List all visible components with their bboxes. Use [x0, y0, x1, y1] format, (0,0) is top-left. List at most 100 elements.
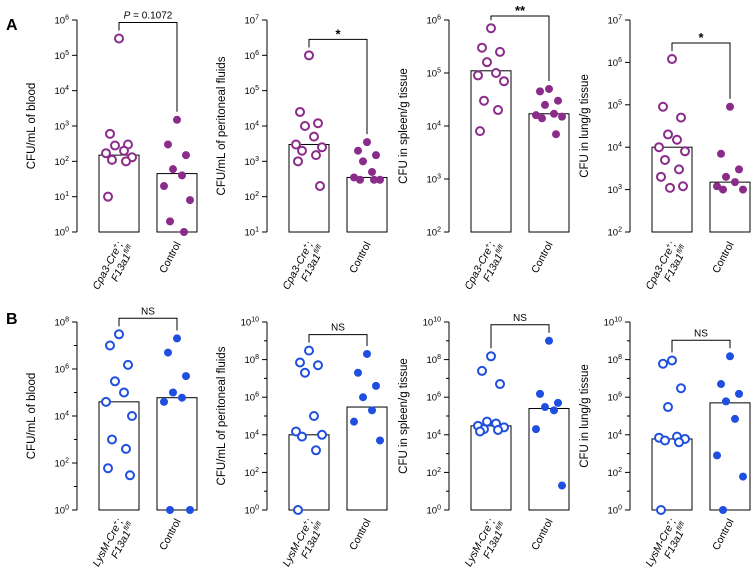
y-tick-label: 102 — [55, 458, 70, 470]
bar-control — [528, 113, 570, 233]
significance-bracket — [308, 334, 368, 346]
open-data-point — [663, 402, 673, 413]
open-data-point — [317, 429, 327, 440]
significance-label: P = 0.1072 — [124, 10, 173, 21]
open-data-point — [486, 351, 496, 362]
filled-data-point — [717, 149, 725, 158]
y-tick-label: 108 — [245, 354, 260, 366]
y-tick-label: 102 — [608, 467, 623, 479]
y-tick-label: 101 — [55, 191, 70, 203]
open-data-point — [121, 443, 131, 454]
y-tick-label: 106 — [245, 50, 260, 62]
y-tick-label: 102 — [245, 191, 260, 203]
open-data-point — [114, 33, 124, 44]
open-data-point — [680, 146, 690, 157]
significance-bracket — [308, 38, 368, 135]
filled-data-point — [536, 87, 544, 96]
panel-letter-b: B — [6, 311, 18, 328]
filled-data-point — [538, 114, 546, 123]
filled-data-point — [550, 406, 558, 415]
y-axis-label: CFU in spleen/g tissue — [398, 68, 410, 184]
y-tick-label: 107 — [245, 15, 260, 27]
open-data-point — [311, 445, 321, 456]
filled-data-point — [722, 397, 730, 406]
open-data-point — [295, 357, 305, 368]
open-data-point — [486, 23, 496, 34]
filled-data-point — [368, 406, 376, 415]
open-data-point — [293, 156, 303, 167]
filled-data-point — [545, 84, 553, 93]
filled-data-point — [182, 372, 190, 381]
y-tick-label: 103 — [245, 156, 260, 168]
open-data-point — [121, 156, 131, 167]
y-tick-label: 104 — [55, 85, 70, 97]
filled-data-point — [713, 182, 721, 191]
y-tick-label: 1010 — [604, 317, 622, 329]
significance-label: * — [335, 26, 341, 41]
chart-a-1: 100 101 102 103 104 105 106 CFU/mL of blood P = … — [26, 10, 198, 292]
open-data-point — [311, 150, 321, 161]
filled-data-point — [166, 217, 174, 226]
y-axis-label: CFU/mL of blood — [26, 83, 38, 170]
category-label-control: Control — [347, 517, 373, 553]
open-data-point — [493, 105, 503, 116]
open-data-point — [674, 164, 684, 175]
y-tick-label: 102 — [608, 227, 623, 239]
open-data-point — [105, 340, 115, 351]
y-axis-label: CFU in spleen/g tissue — [398, 358, 410, 474]
y-tick-label: 108 — [427, 354, 442, 366]
filled-data-point — [350, 417, 358, 426]
open-data-point — [105, 128, 115, 139]
open-data-point — [678, 181, 688, 192]
y-tick-label: 106 — [55, 15, 70, 27]
open-data-point — [482, 57, 492, 68]
open-data-point — [479, 95, 489, 106]
filled-data-point — [719, 506, 727, 514]
filled-data-point — [354, 368, 362, 377]
open-data-point — [676, 112, 686, 123]
filled-data-point — [164, 140, 172, 149]
filled-data-point — [376, 436, 384, 445]
filled-data-point — [173, 115, 181, 124]
filled-data-point — [363, 349, 371, 358]
filled-data-point — [541, 100, 549, 109]
filled-data-point — [739, 185, 747, 194]
open-data-point — [293, 505, 303, 515]
filled-data-point — [372, 381, 380, 390]
category-label-control: Control — [347, 240, 373, 276]
bar-control — [528, 408, 570, 511]
y-tick-label: 102 — [427, 467, 442, 479]
y-tick-label: 102 — [427, 227, 442, 239]
significance-label: NS — [331, 323, 345, 334]
y-tick-label: 104 — [608, 429, 623, 441]
significance-label: * — [698, 30, 704, 45]
filled-data-point — [532, 111, 540, 120]
open-data-point — [103, 463, 113, 474]
open-data-point — [295, 106, 305, 117]
open-data-point — [300, 121, 310, 131]
filled-data-point — [545, 336, 553, 345]
chart-b-3: 100 102 104 106 108 1010 CFU in spleen/g tissu… — [398, 313, 570, 569]
open-data-point — [495, 379, 505, 390]
open-data-point — [291, 139, 301, 150]
y-tick-label: 104 — [245, 121, 260, 133]
filled-data-point — [532, 425, 540, 434]
filled-data-point — [735, 165, 743, 174]
bar-knockout — [470, 425, 512, 511]
significance-label: NS — [694, 328, 708, 339]
filled-data-point — [356, 175, 364, 184]
filled-data-point — [717, 380, 725, 389]
category-label-control: Control — [529, 517, 555, 553]
filled-data-point — [554, 96, 562, 105]
bar-knockout — [98, 401, 140, 511]
filled-data-point — [178, 393, 186, 402]
y-tick-label: 100 — [427, 505, 442, 517]
filled-data-point — [731, 178, 739, 187]
open-data-point — [499, 76, 509, 87]
open-data-point — [304, 345, 314, 356]
y-tick-label: 106 — [608, 57, 623, 69]
y-tick-label: 100 — [245, 505, 260, 517]
category-label-control: Control — [529, 240, 555, 276]
y-tick-label: 106 — [427, 392, 442, 404]
filled-data-point — [719, 185, 727, 194]
